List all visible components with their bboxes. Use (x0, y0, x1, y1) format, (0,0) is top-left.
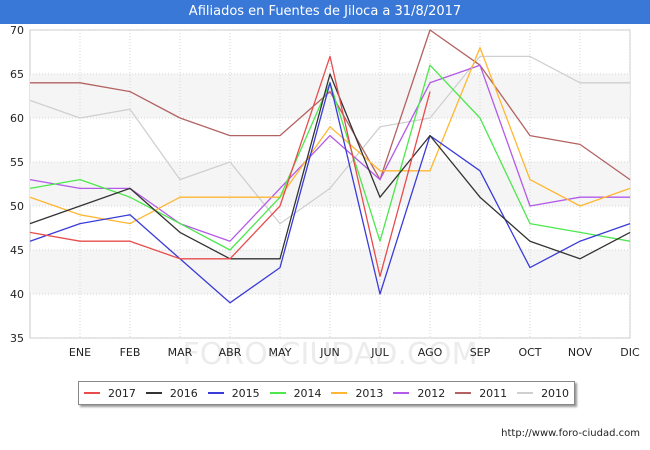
legend-swatch (269, 392, 286, 394)
series-line-2013 (29, 46, 631, 225)
x-tick-label: MAY (269, 346, 292, 359)
legend-label: 2012 (417, 386, 446, 400)
series-line-2015 (29, 82, 631, 304)
legend-item-2014: 2014 (269, 386, 322, 400)
x-tick-label: NOV (568, 346, 593, 359)
series-line-2011 (30, 29, 631, 181)
legend-label: 2011 (479, 386, 508, 400)
y-tick-label: 55 (10, 156, 24, 169)
legend-swatch (517, 392, 534, 394)
legend-label: 2015 (231, 386, 260, 400)
series-line-2017 (29, 55, 431, 278)
x-tick-label: ABR (219, 346, 242, 359)
legend-item-2017: 2017 (83, 386, 136, 400)
legend-label: 2017 (107, 386, 136, 400)
x-axis-ticks: ENE FEB MAR ABR MAY JUN JUL AGO SEP OCT NOV DIC (69, 346, 640, 359)
y-tick-label: 45 (10, 244, 24, 257)
watermark: FORO-CIUDAD.COM (183, 337, 478, 372)
legend-swatch (207, 392, 224, 394)
series-lines (29, 29, 631, 304)
x-tick-label: SEP (470, 346, 491, 359)
y-tick-label: 50 (10, 200, 24, 213)
legend-item-2012: 2012 (393, 387, 445, 400)
legend-swatch (331, 392, 348, 394)
legend-item-2016: 2016 (145, 386, 198, 400)
legend: 2017 2016 2015 2014 2013 2012 2011 2010 (78, 381, 575, 405)
watermark-text: FORO-CIUDAD.COM (183, 337, 478, 372)
legend-label: 2014 (293, 386, 322, 400)
x-tick-label: FEB (120, 346, 141, 359)
legend-swatch (393, 392, 410, 394)
legend-swatch (455, 392, 472, 394)
legend-label: 2016 (169, 386, 198, 400)
y-tick-label: 65 (10, 68, 24, 81)
x-tick-label: AGO (418, 346, 443, 359)
legend-label: 2010 (541, 386, 570, 400)
chart-title: Afiliados en Fuentes de Jiloca a 31/8/20… (0, 0, 650, 24)
x-tick-label: OCT (518, 346, 541, 359)
legend-item-2010: 2010 (517, 387, 569, 400)
y-tick-label: 60 (10, 112, 24, 125)
series-line-2010 (29, 55, 630, 225)
x-tick-label: MAR (168, 346, 193, 359)
source-url: http://www.foro-ciudad.com (501, 428, 640, 439)
y-axis-ticks: 35 40 45 50 55 60 65 70 (10, 24, 24, 345)
x-tick-label: ENE (69, 346, 91, 359)
grid-band (30, 250, 630, 294)
legend-label: 2013 (355, 386, 384, 400)
series-line-2016 (29, 73, 631, 260)
legend-item-2015: 2015 (207, 386, 260, 400)
x-tick-label: JUL (370, 346, 389, 359)
x-tick-label: DIC (620, 346, 640, 359)
legend-item-2013: 2013 (331, 387, 383, 400)
y-tick-label: 40 (10, 288, 24, 301)
x-tick-label: JUN (319, 346, 340, 359)
y-tick-label: 35 (10, 332, 24, 345)
legend-swatch (145, 392, 162, 394)
grid-lines (30, 29, 631, 339)
y-tick-label: 70 (10, 24, 24, 37)
legend-swatch (83, 392, 100, 394)
legend-item-2011: 2011 (455, 387, 507, 400)
